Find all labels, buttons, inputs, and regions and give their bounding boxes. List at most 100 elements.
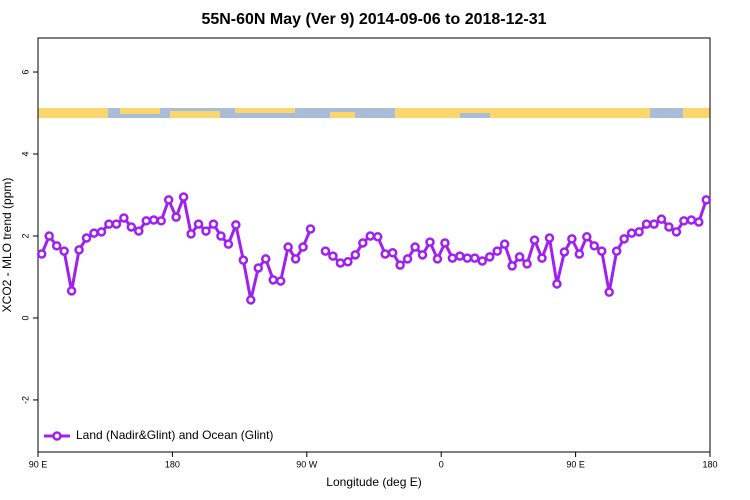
data-point <box>320 246 331 256</box>
data-point <box>156 216 166 226</box>
data-point <box>619 234 629 244</box>
data-point <box>260 254 271 264</box>
data-point <box>111 219 122 229</box>
data-point <box>432 254 443 264</box>
data-point <box>462 253 473 263</box>
data-point <box>193 219 204 229</box>
data-point <box>492 246 502 256</box>
data-point <box>253 263 264 273</box>
data-point <box>305 224 316 234</box>
y-tick-label: -2 <box>20 396 30 404</box>
data-point <box>604 287 614 297</box>
data-point <box>671 227 682 237</box>
data-point <box>522 259 532 269</box>
y-tick-label: 6 <box>20 70 30 75</box>
data-point <box>350 250 361 260</box>
data-point <box>507 261 517 271</box>
data-point <box>402 254 413 264</box>
data-point <box>514 252 525 262</box>
data-point <box>582 232 592 242</box>
data-point <box>126 222 137 232</box>
data-point <box>238 255 249 265</box>
data-point <box>283 242 293 252</box>
x-tick-label: 90 W <box>296 459 318 469</box>
data-point <box>611 246 622 256</box>
data-line <box>40 195 708 302</box>
x-axis-label: Longitude (deg E) <box>326 475 421 489</box>
data-point <box>335 258 346 268</box>
data-point <box>559 247 570 257</box>
data-point <box>365 231 376 241</box>
data-point <box>552 279 562 289</box>
map-strip <box>38 108 710 118</box>
data-point <box>231 220 241 230</box>
data-point <box>455 251 465 261</box>
data-point <box>395 260 405 270</box>
data-point <box>649 219 659 229</box>
data-point <box>544 233 555 243</box>
y-tick-label: 0 <box>20 315 30 320</box>
data-point <box>51 241 62 251</box>
data-point <box>201 226 211 236</box>
data-point <box>89 228 99 238</box>
data-point <box>104 219 114 229</box>
data-point <box>537 253 547 263</box>
data-point <box>499 239 510 249</box>
data-point <box>417 250 428 260</box>
data-point <box>246 295 256 305</box>
legend-marker <box>52 431 62 441</box>
data-point <box>178 192 189 202</box>
data-point <box>134 226 144 236</box>
data-point <box>96 227 107 237</box>
data-point <box>163 195 174 205</box>
data-point <box>664 222 674 232</box>
data-point <box>81 233 92 243</box>
data-point <box>380 249 390 259</box>
data-point <box>701 195 712 205</box>
data-point <box>223 239 234 249</box>
data-point <box>343 257 353 267</box>
data-point <box>686 215 697 225</box>
data-point <box>358 238 368 248</box>
data-point <box>36 249 47 259</box>
data-point <box>208 219 219 229</box>
data-point <box>694 217 704 227</box>
data-point <box>410 242 420 252</box>
data-point <box>141 216 152 226</box>
data-point <box>171 212 181 222</box>
data-point <box>66 286 77 296</box>
data-point <box>59 246 69 256</box>
data-point <box>328 251 338 261</box>
data-point <box>298 242 308 252</box>
y-axis-label: XCO2 - MLO trend (ppm) <box>0 178 14 313</box>
x-tick-label: 90 E <box>29 459 48 469</box>
data-point <box>567 234 577 244</box>
data-point <box>186 229 196 239</box>
data-point <box>44 231 54 241</box>
data-point <box>574 249 585 259</box>
data-point <box>477 256 488 266</box>
data-point <box>74 245 84 255</box>
y-tick-label: 4 <box>20 151 30 156</box>
data-point <box>268 275 278 285</box>
data-point <box>589 241 600 251</box>
data-point <box>484 252 495 262</box>
data-point <box>148 215 159 225</box>
data-point <box>425 237 435 247</box>
data-point <box>634 227 644 237</box>
data-point <box>372 232 383 242</box>
data-point <box>275 276 286 286</box>
x-tick-label: 180 <box>702 459 717 469</box>
x-tick-label: 180 <box>165 459 180 469</box>
data-point <box>470 253 480 263</box>
data-point <box>679 216 689 226</box>
data-point <box>596 246 607 256</box>
data-point <box>447 253 458 263</box>
data-point <box>119 213 129 223</box>
data-point <box>290 254 301 264</box>
data-point <box>216 231 226 241</box>
data-point <box>626 228 637 238</box>
plot-frame <box>37 37 711 453</box>
data-point <box>387 248 398 258</box>
data-point <box>440 238 450 248</box>
